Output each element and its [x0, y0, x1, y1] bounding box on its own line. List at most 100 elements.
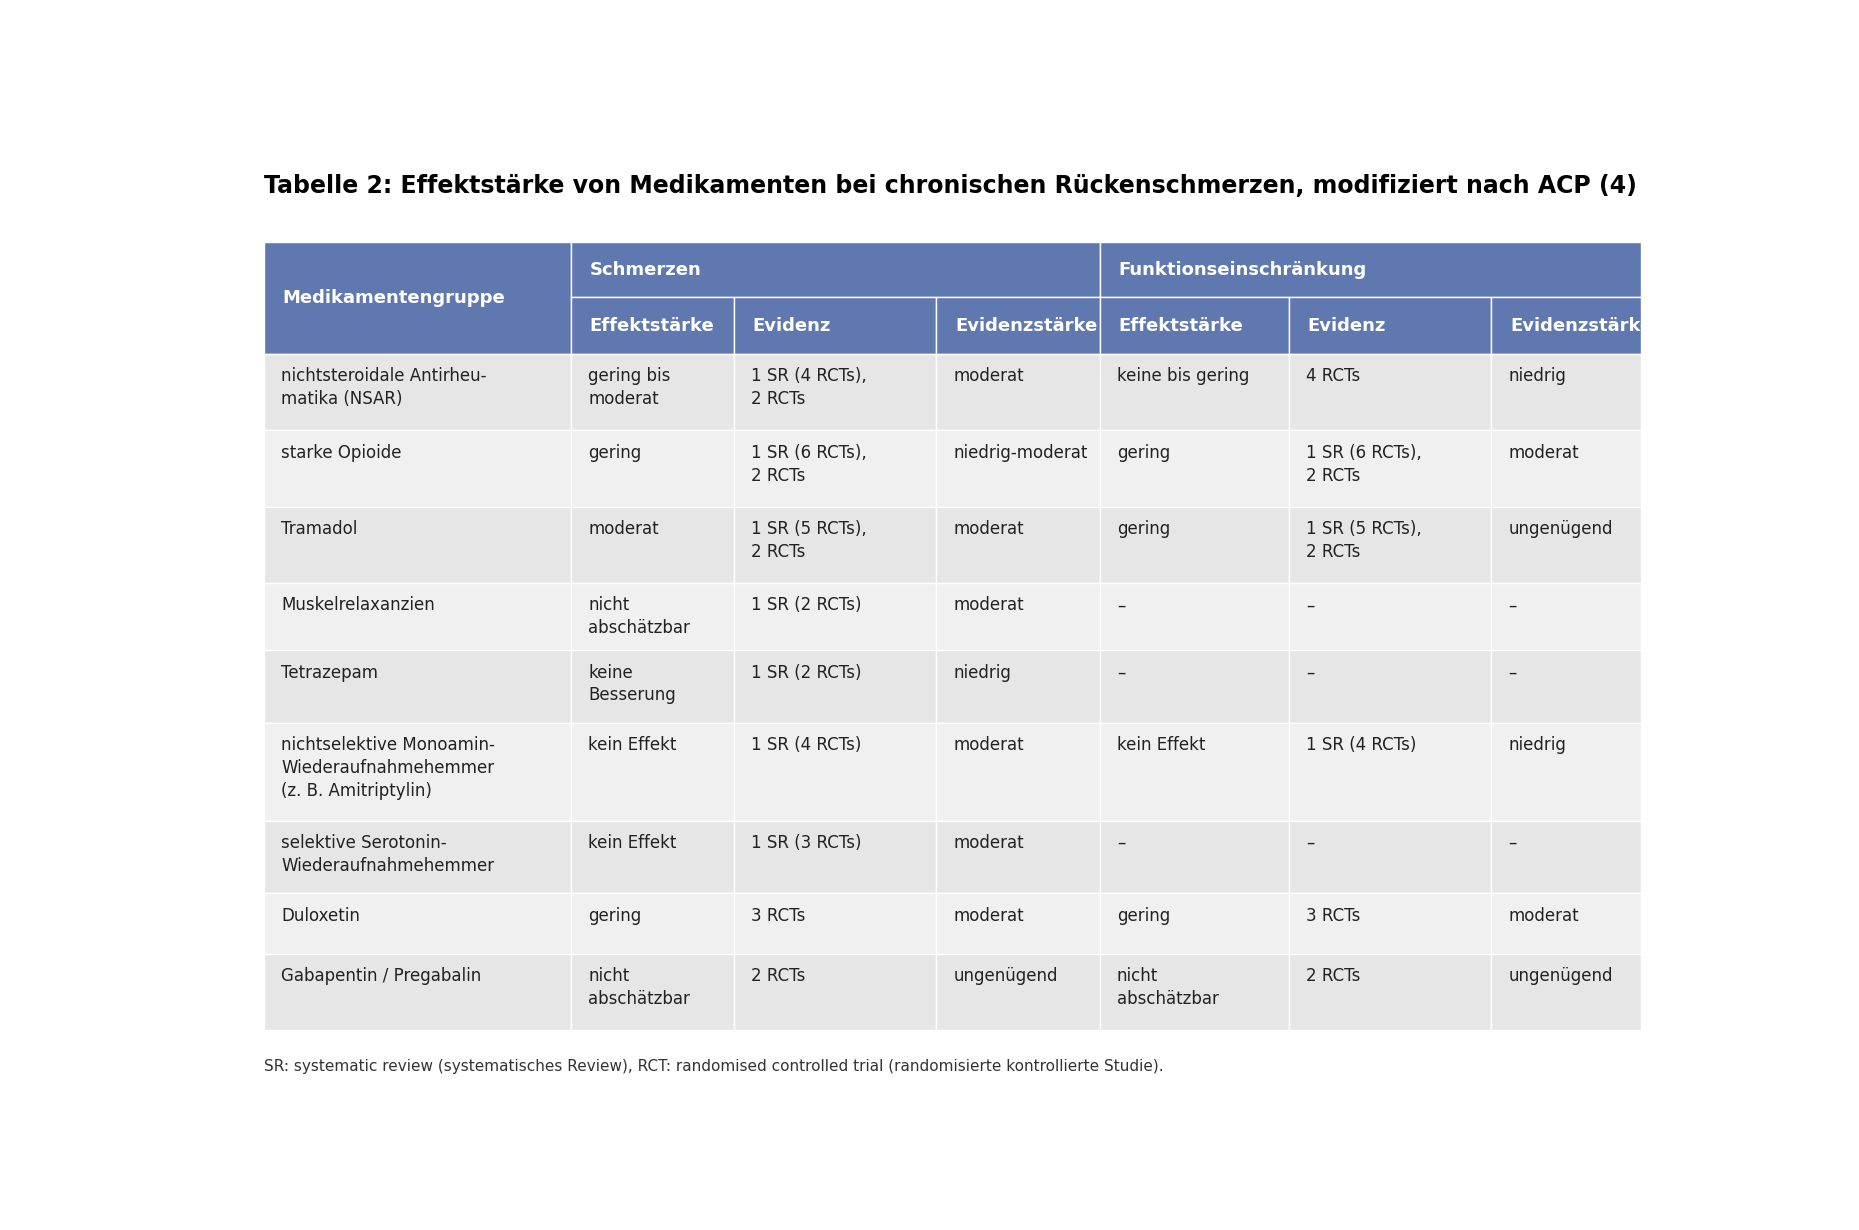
Text: ungenügend: ungenügend	[1508, 520, 1614, 538]
Bar	[734, 354, 937, 430]
Text: nichtsteroidale Antirheu-
matika (NSAR): nichtsteroidale Antirheu- matika (NSAR)	[281, 368, 487, 408]
Bar	[264, 820, 571, 893]
Text: keine bis gering: keine bis gering	[1117, 368, 1249, 385]
Text: selektive Serotonin-
Wiederaufnahmehemmer: selektive Serotonin- Wiederaufnahmehemme…	[281, 834, 494, 875]
Text: Muskelrelaxanzien: Muskelrelaxanzien	[281, 597, 435, 615]
Text: gering: gering	[1117, 520, 1169, 538]
Bar	[1288, 820, 1491, 893]
Text: 1 SR (5 RCTs),
2 RCTs: 1 SR (5 RCTs), 2 RCTs	[751, 520, 866, 561]
Text: –: –	[1117, 597, 1125, 615]
Bar	[1101, 354, 1288, 430]
Bar	[1491, 954, 1641, 1031]
Bar	[734, 298, 937, 354]
Bar	[1491, 893, 1641, 954]
Bar	[734, 893, 937, 954]
Bar	[734, 723, 937, 820]
Bar	[937, 583, 1101, 651]
Bar	[1101, 723, 1288, 820]
Bar	[264, 954, 571, 1031]
Text: Duloxetin: Duloxetin	[281, 907, 361, 925]
Text: Tetrazepam: Tetrazepam	[281, 663, 379, 681]
Bar	[1288, 651, 1491, 723]
Text: 3 RCTs: 3 RCTs	[751, 907, 805, 925]
Bar	[571, 651, 734, 723]
Bar	[1288, 430, 1491, 507]
Bar	[1101, 242, 1641, 298]
Text: Tabelle 2: Effektstärke von Medikamenten bei chronischen Rückenschmerzen, modifi: Tabelle 2: Effektstärke von Medikamenten…	[264, 175, 1638, 198]
Text: moderat: moderat	[1508, 907, 1578, 925]
Bar	[1288, 507, 1491, 583]
Bar	[1101, 507, 1288, 583]
Bar	[264, 583, 571, 651]
Text: kein Effekt: kein Effekt	[1117, 737, 1205, 754]
Bar	[1288, 954, 1491, 1031]
Bar	[1288, 893, 1491, 954]
Text: ungenügend: ungenügend	[1508, 967, 1614, 985]
Text: gering: gering	[587, 444, 641, 461]
Bar	[571, 298, 734, 354]
Bar	[1491, 723, 1641, 820]
Text: nicht
abschätzbar: nicht abschätzbar	[587, 597, 690, 637]
Text: –: –	[1117, 834, 1125, 852]
Bar	[264, 242, 571, 354]
Bar	[937, 507, 1101, 583]
Bar	[1491, 354, 1641, 430]
Text: nichtselektive Monoamin-
Wiederaufnahmehemmer
(z. B. Amitriptylin): nichtselektive Monoamin- Wiederaufnahmeh…	[281, 737, 494, 800]
Bar	[1101, 651, 1288, 723]
Text: 1 SR (5 RCTs),
2 RCTs: 1 SR (5 RCTs), 2 RCTs	[1307, 520, 1422, 561]
Bar	[1101, 893, 1288, 954]
Bar	[264, 507, 571, 583]
Bar	[571, 583, 734, 651]
Text: 1 SR (2 RCTs): 1 SR (2 RCTs)	[751, 597, 863, 615]
Bar	[734, 954, 937, 1031]
Text: 1 SR (6 RCTs),
2 RCTs: 1 SR (6 RCTs), 2 RCTs	[751, 444, 866, 485]
Text: gering: gering	[1117, 907, 1169, 925]
Text: moderat: moderat	[954, 597, 1024, 615]
Bar	[571, 723, 734, 820]
Text: Medikamentengruppe: Medikamentengruppe	[283, 289, 506, 308]
Text: –: –	[1307, 597, 1314, 615]
Bar	[264, 651, 571, 723]
Text: –: –	[1508, 597, 1517, 615]
Bar	[571, 954, 734, 1031]
Text: moderat: moderat	[587, 520, 658, 538]
Bar	[1101, 583, 1288, 651]
Text: gering: gering	[587, 907, 641, 925]
Text: 1 SR (4 RCTs): 1 SR (4 RCTs)	[1307, 737, 1417, 754]
Bar	[937, 298, 1101, 354]
Bar	[264, 723, 571, 820]
Bar	[571, 507, 734, 583]
Text: kein Effekt: kein Effekt	[587, 834, 677, 852]
Bar	[1491, 583, 1641, 651]
Bar	[571, 354, 734, 430]
Text: –: –	[1117, 663, 1125, 681]
Bar	[937, 820, 1101, 893]
Text: nicht
abschätzbar: nicht abschätzbar	[1117, 967, 1220, 1009]
Bar	[1491, 430, 1641, 507]
Text: nicht
abschätzbar: nicht abschätzbar	[587, 967, 690, 1009]
Bar	[571, 820, 734, 893]
Text: keine
Besserung: keine Besserung	[587, 663, 677, 705]
Text: niedrig-moderat: niedrig-moderat	[954, 444, 1088, 461]
Bar	[571, 242, 1101, 298]
Text: Funktionseinschränkung: Funktionseinschränkung	[1119, 261, 1366, 279]
Text: SR: systematic review (systematisches Review), RCT: randomised controlled trial : SR: systematic review (systematisches Re…	[264, 1059, 1164, 1074]
Text: moderat: moderat	[954, 520, 1024, 538]
Bar	[734, 820, 937, 893]
Text: –: –	[1508, 663, 1517, 681]
Text: Effektstärke: Effektstärke	[589, 316, 714, 335]
Text: moderat: moderat	[1508, 444, 1578, 461]
Text: moderat: moderat	[954, 907, 1024, 925]
Bar	[937, 954, 1101, 1031]
Text: Tramadol: Tramadol	[281, 520, 357, 538]
Bar	[1101, 430, 1288, 507]
Text: moderat: moderat	[954, 368, 1024, 385]
Bar	[734, 430, 937, 507]
Bar	[937, 651, 1101, 723]
Bar	[734, 583, 937, 651]
Text: 1 SR (2 RCTs): 1 SR (2 RCTs)	[751, 663, 863, 681]
Text: 4 RCTs: 4 RCTs	[1307, 368, 1361, 385]
Text: Evidenz: Evidenz	[753, 316, 831, 335]
Bar	[1101, 820, 1288, 893]
Text: Effektstärke: Effektstärke	[1119, 316, 1244, 335]
